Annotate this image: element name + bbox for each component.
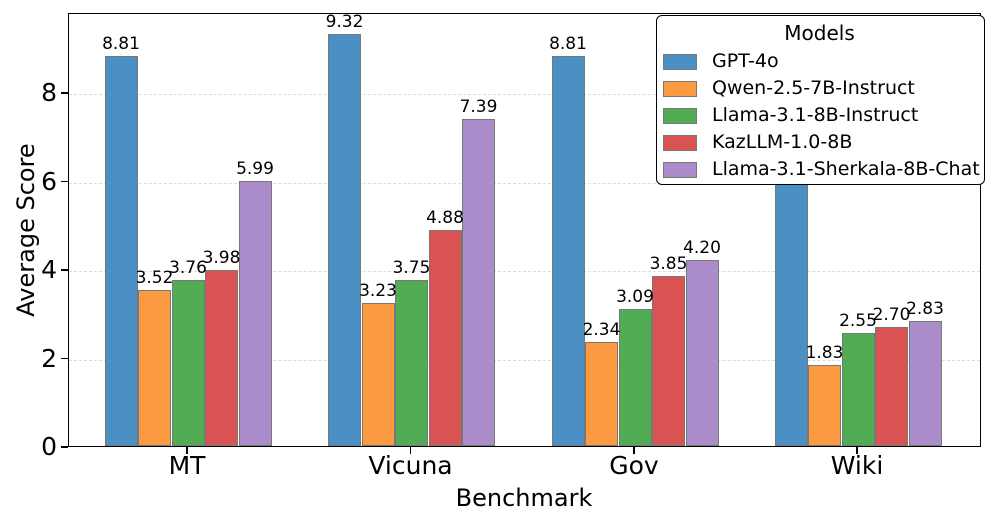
legend-label-llama-3.1-8b-instruct: Llama-3.1-8B-Instruct: [712, 104, 919, 126]
bar-value-llama-3.1-8b-instruct-mt: 3.76: [169, 257, 207, 278]
bar-value-llama-3.1-sherkala-8b-chat-gov: 4.20: [683, 238, 721, 259]
bar-value-kazllm-1.0-8b-wiki: 2.70: [872, 304, 911, 325]
bar-gpt-4o-mt: [104, 56, 138, 446]
bar-kazllm-1.0-8b-wiki: [875, 326, 908, 446]
bar-gpt-4o-gov: [551, 56, 585, 446]
legend-swatch-llama-3.1-8b-instruct: [663, 107, 697, 124]
x-axis-label: Benchmark: [455, 484, 593, 512]
bar-value-llama-3.1-sherkala-8b-chat-wiki: 2.83: [906, 298, 944, 319]
x-tick-label-mt: MT: [168, 451, 206, 480]
y-tick-label-8: 8: [41, 78, 57, 108]
legend-swatch-llama-3.1-sherkala-8b-chat: [663, 161, 697, 178]
y-tick-label-6: 6: [41, 166, 57, 196]
bar-value-kazllm-1.0-8b-mt: 3.98: [202, 247, 241, 268]
legend-rows: GPT-4o Qwen-2.5-7B-Instruct Llama-3.1-8B-I…: [663, 48, 980, 183]
bar-llama-3.1-sherkala-8b-chat-vicuna: [462, 119, 495, 446]
bar-qwen-2.5-7b-instruct-mt: [138, 290, 171, 446]
legend-label-qwen-2.5-7b-instruct: Qwen-2.5-7B-Instruct: [712, 77, 915, 99]
bar-qwen-2.5-7b-instruct-gov: [585, 342, 618, 446]
x-tick-mark-wiki: [856, 447, 858, 454]
gridline-y4: [69, 271, 980, 273]
bar-llama-3.1-sherkala-8b-chat-gov: [685, 260, 719, 446]
bar-llama-3.1-8b-instruct-wiki: [841, 333, 875, 446]
legend: Models GPT-4o Qwen-2.5-7B-Instruct Llama-3…: [656, 15, 985, 185]
gridline-y8: [69, 94, 980, 96]
bar-value-gpt-4o-vicuna: 9.32: [325, 11, 364, 32]
bar-value-llama-3.1-sherkala-8b-chat-vicuna: 7.39: [459, 97, 498, 118]
bar-kazllm-1.0-8b-gov: [652, 275, 685, 446]
bar-value-llama-3.1-8b-instruct-wiki: 2.55: [839, 311, 877, 332]
bar-value-kazllm-1.0-8b-gov: 3.85: [649, 253, 688, 274]
legend-label-gpt-4o: GPT-4o: [712, 50, 779, 72]
bar-value-qwen-2.5-7b-instruct-vicuna: 3.23: [359, 281, 397, 302]
y-tick-label-2: 2: [41, 343, 57, 373]
bar-llama-3.1-8b-instruct-mt: [171, 279, 205, 446]
legend-item-llama-3.1-8b-instruct: Llama-3.1-8B-Instruct: [663, 102, 976, 129]
bar-value-qwen-2.5-7b-instruct-mt: 3.52: [135, 268, 174, 289]
x-tick-label-vicuna: Vicuna: [368, 451, 453, 480]
legend-title: Models: [784, 21, 855, 45]
legend-swatch-kazllm-1.0-8b: [663, 134, 697, 151]
legend-label-llama-3.1-sherkala-8b-chat: Llama-3.1-Sherkala-8B-Chat: [712, 158, 980, 180]
y-tick-label-0: 0: [41, 432, 57, 461]
bar-gpt-4o-vicuna: [328, 33, 361, 446]
bar-value-llama-3.1-sherkala-8b-chat-mt: 5.99: [236, 159, 274, 179]
x-tick-mark-vicuna: [409, 447, 412, 454]
legend-item-llama-3.1-sherkala-8b-chat: Llama-3.1-Sherkala-8B-Chat: [663, 156, 980, 183]
bar-value-gpt-4o-mt: 8.81: [102, 34, 140, 55]
x-tick-mark-mt: [186, 447, 188, 454]
x-tick-label-gov: Gov: [609, 451, 659, 480]
x-tick-mark-gov: [633, 447, 635, 454]
bar-qwen-2.5-7b-instruct-wiki: [808, 365, 841, 446]
y-tick-label-4: 4: [41, 255, 57, 285]
legend-item-kazllm-1.0-8b: KazLLM-1.0-8B: [663, 129, 976, 156]
legend-label-kazllm-1.0-8b: KazLLM-1.0-8B: [712, 131, 853, 153]
bar-kazllm-1.0-8b-vicuna: [428, 230, 462, 446]
y-tick-mark-2: [61, 357, 68, 360]
bar-value-llama-3.1-8b-instruct-gov: 3.09: [616, 287, 654, 308]
bar-value-kazllm-1.0-8b-vicuna: 4.88: [426, 208, 464, 229]
y-tick-mark-4: [61, 269, 68, 271]
bar-llama-3.1-8b-instruct-gov: [618, 309, 652, 446]
x-tick-label-wiki: Wiki: [830, 451, 884, 480]
legend-swatch-qwen-2.5-7b-instruct: [663, 80, 697, 97]
y-tick-mark-0: [61, 446, 68, 448]
gridline-y6: [69, 182, 980, 184]
bar-value-gpt-4o-gov: 8.81: [549, 34, 587, 55]
gridline-y2: [69, 359, 980, 361]
bar-value-qwen-2.5-7b-instruct-wiki: 1.83: [805, 343, 844, 364]
bar-llama-3.1-sherkala-8b-chat-mt: [238, 181, 272, 446]
legend-item-qwen-2.5-7b-instruct: Qwen-2.5-7B-Instruct: [663, 75, 976, 102]
bar-kazllm-1.0-8b-mt: [205, 269, 238, 446]
bar-value-qwen-2.5-7b-instruct-gov: 2.34: [582, 320, 621, 341]
y-tick-mark-6: [61, 180, 68, 183]
y-tick-mark-8: [61, 92, 68, 94]
legend-swatch-gpt-4o: [663, 53, 697, 70]
bar-llama-3.1-sherkala-8b-chat-wiki: [908, 320, 942, 446]
legend-item-gpt-4o: GPT-4o: [663, 48, 976, 75]
bar-llama-3.1-8b-instruct-vicuna: [395, 280, 428, 446]
bar-value-llama-3.1-8b-instruct-vicuna: 3.75: [392, 258, 431, 279]
bar-qwen-2.5-7b-instruct-vicuna: [361, 303, 395, 446]
